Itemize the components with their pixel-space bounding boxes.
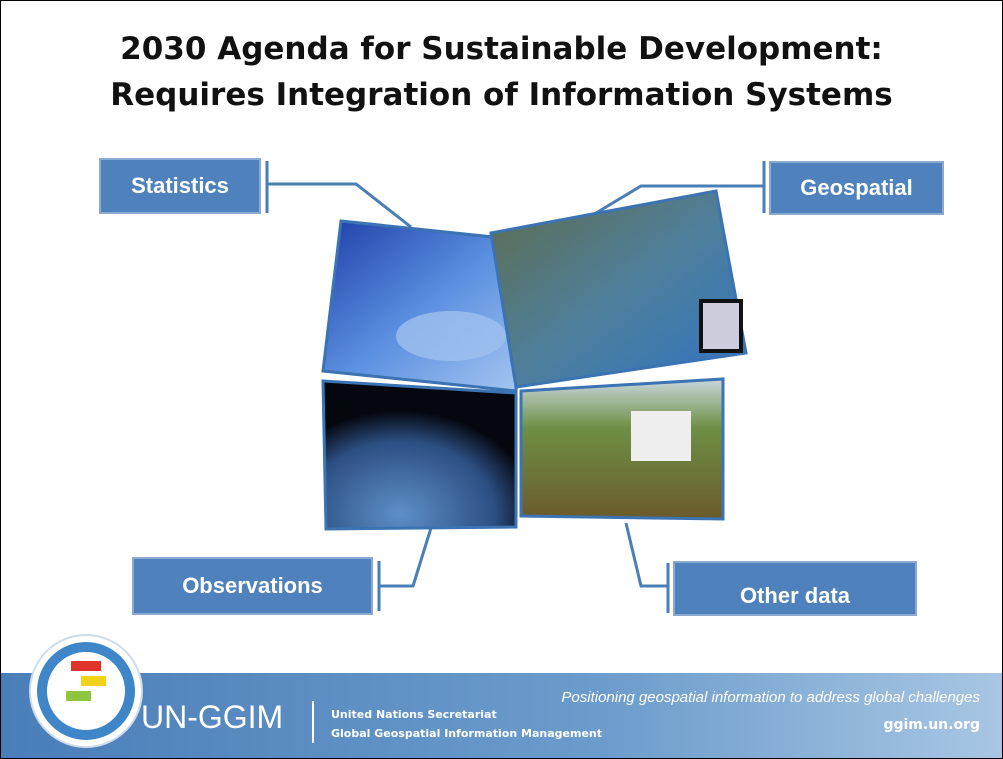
- label-box: Other data: [673, 561, 917, 616]
- label-box: Geospatial: [769, 161, 944, 215]
- label-box: Statistics: [99, 158, 261, 214]
- org-line: United Nations Secretariat: [331, 708, 497, 721]
- org-line: Global Geospatial Information Management: [331, 727, 602, 740]
- title-line: Requires Integration of Information Syst…: [1, 77, 1002, 113]
- photos: [323, 191, 746, 529]
- brand: UN-GGIM: [141, 699, 283, 736]
- title-line: 2030 Agenda for Sustainable Development:: [1, 31, 1002, 67]
- slide: 2030 Agenda for Sustainable Development:…: [0, 0, 1003, 759]
- artwork: [1, 1, 1002, 758]
- logo: [30, 635, 142, 747]
- tagline: Positioning geospatial information to ad…: [561, 689, 980, 706]
- url: ggim.un.org: [883, 717, 980, 733]
- label-box: Observations: [132, 557, 373, 615]
